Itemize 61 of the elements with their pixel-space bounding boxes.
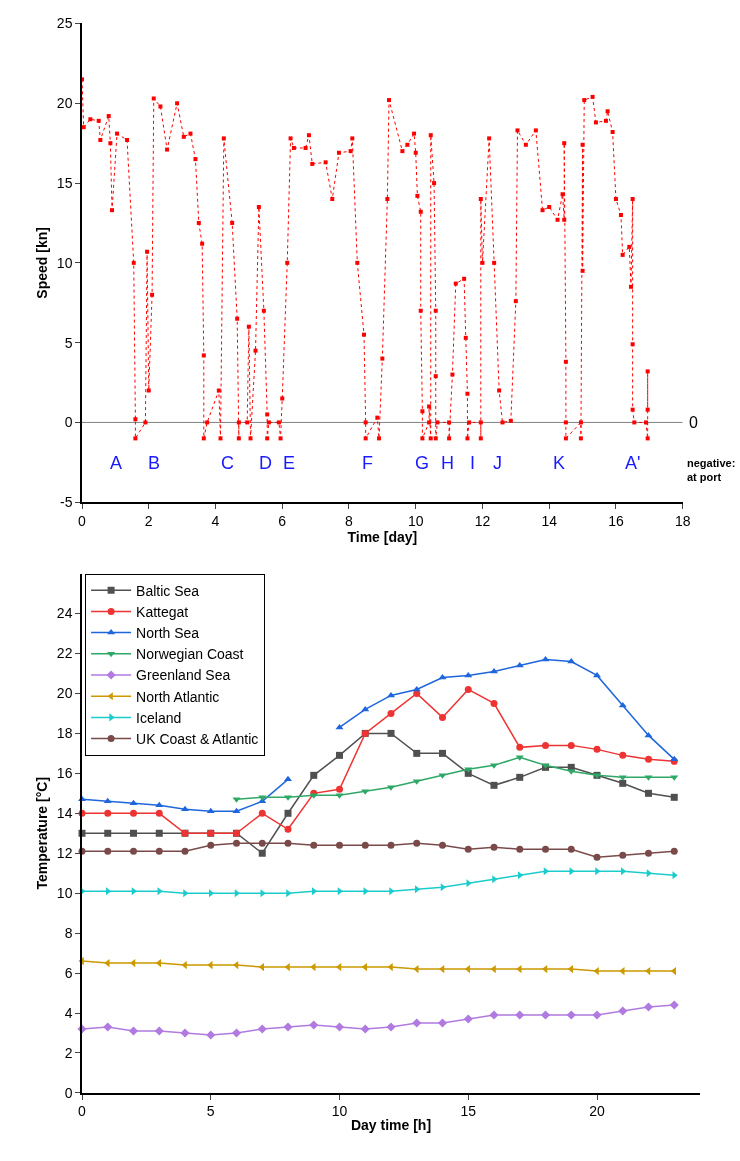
x-tick-label: 6	[278, 512, 287, 529]
y-tick-label: 24	[56, 605, 73, 622]
x-tick-label: 15	[460, 1103, 477, 1120]
legend-label: North Atlantic	[136, 688, 220, 705]
annotation: K	[553, 453, 566, 473]
annotation: G	[415, 453, 430, 473]
legend-label: Iceland	[136, 709, 182, 726]
legend-label: Norwegian Coast	[136, 646, 244, 663]
annotation: D	[259, 453, 272, 473]
y-tick-label: 10	[56, 254, 73, 271]
y-tick-label: 8	[64, 925, 73, 942]
x-tick-label: 18	[674, 512, 691, 529]
y-tick-label: 12	[56, 845, 73, 862]
x-tick-label: 5	[206, 1103, 215, 1120]
x-axis-title: Day time [h]	[350, 1117, 432, 1134]
legend-label: Greenland Sea	[136, 667, 231, 684]
x-tick-label: 20	[589, 1103, 605, 1120]
legend-label: Baltic Sea	[136, 582, 200, 599]
y-axis-title: Temperature [°C]	[33, 776, 50, 890]
x-tick-label: 0	[78, 512, 87, 529]
y-tick-label: 4	[64, 1004, 73, 1021]
y-tick-label: 22	[56, 645, 73, 662]
x-tick-label: 12	[474, 512, 491, 529]
y-tick-label: 16	[56, 765, 73, 782]
x-tick-label: 16	[608, 512, 624, 529]
y-tick-label: 0	[64, 414, 73, 431]
annotation: H	[441, 453, 454, 473]
annotation: C	[221, 453, 234, 473]
y-tick-label: 25	[56, 15, 73, 32]
y-tick-label: 2	[64, 1044, 73, 1061]
annotation: I	[470, 453, 476, 473]
y-tick-label: 10	[56, 885, 73, 902]
x-tick-label: 10	[331, 1103, 348, 1120]
x-tick-label: 0	[78, 1103, 87, 1120]
y-tick-label: 0	[64, 1084, 73, 1101]
annotation: J	[493, 453, 502, 473]
legend-label: North Sea	[136, 625, 200, 642]
y-tick-label: 20	[56, 685, 73, 702]
x-tick-label: 4	[211, 512, 220, 529]
annotation: A'	[625, 453, 641, 473]
y-tick-label: 5	[64, 334, 73, 351]
x-axis-title: Time [day]	[347, 528, 418, 545]
x-tick-label: 10	[407, 512, 424, 529]
y-axis-title: Speed [kn]	[33, 227, 50, 299]
y-tick-label: 6	[64, 964, 73, 981]
y-tick-label: 15	[56, 174, 73, 191]
x-tick-label: 8	[345, 512, 354, 529]
x-tick-label: 14	[541, 512, 558, 529]
y-tick-label: 20	[56, 95, 73, 112]
annotation: B	[148, 453, 161, 473]
annotation: E	[283, 453, 296, 473]
legend-label: Kattegat	[136, 603, 189, 620]
x-tick-label: 2	[144, 512, 153, 529]
y-tick-label: -5	[60, 494, 73, 511]
ref-line-label: 0	[689, 414, 698, 431]
annotation: A	[110, 453, 123, 473]
text: negative: at port	[687, 457, 736, 484]
legend-label: UK Coast & Atlantic	[136, 731, 259, 748]
y-tick-label: 18	[56, 725, 73, 742]
y-tick-label: 14	[56, 805, 73, 822]
annotation: F	[362, 453, 373, 473]
